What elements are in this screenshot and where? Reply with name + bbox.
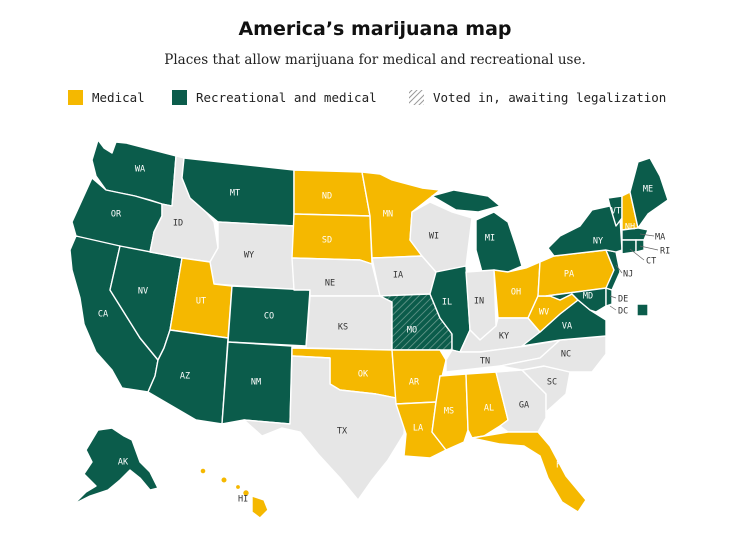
legend-swatch-recreational	[172, 90, 187, 105]
state-DE[interactable]	[605, 287, 613, 307]
label-WV: WV	[539, 308, 549, 318]
legend-label-recreational: Recreational and medical	[196, 90, 377, 105]
label-MA: MA	[655, 233, 665, 243]
label-TN: TN	[480, 357, 490, 367]
label-OR: OR	[111, 210, 122, 220]
legend-label-voted: Voted in, awaiting legalization	[433, 90, 667, 105]
label-TX: TX	[337, 427, 348, 437]
state-HI-oahu[interactable]	[220, 476, 228, 484]
label-VT: VT	[611, 207, 621, 217]
label-VA: VA	[562, 322, 572, 332]
legend-swatch-voted	[409, 90, 424, 105]
label-WY: WY	[244, 251, 254, 261]
label-MO: MO	[407, 326, 417, 336]
label-KY: KY	[499, 332, 509, 342]
label-OH: OH	[511, 288, 521, 298]
label-NM: NM	[251, 378, 261, 388]
state-FL[interactable]	[471, 431, 587, 513]
state-VT[interactable]	[607, 195, 623, 227]
label-DE: DE	[618, 295, 628, 305]
label-ND: ND	[322, 192, 332, 202]
label-NY: NY	[593, 237, 603, 247]
label-FL: FL	[556, 461, 566, 471]
label-MN: MN	[383, 210, 393, 220]
label-ID: ID	[173, 219, 183, 229]
state-DC[interactable]	[636, 303, 649, 317]
label-WA: WA	[135, 165, 145, 175]
label-OK: OK	[358, 370, 369, 380]
state-labels: WA OR CA NV ID MT WY UT CO AZ NM ND SD N…	[98, 165, 670, 505]
label-GA: GA	[519, 401, 529, 411]
label-MT: MT	[230, 189, 240, 199]
state-HI-big[interactable]	[251, 495, 269, 519]
label-NE: NE	[325, 279, 335, 289]
label-SC: SC	[547, 378, 557, 388]
state-HI-group	[199, 467, 269, 519]
label-ME: ME	[643, 185, 653, 195]
label-IN: IN	[474, 297, 484, 307]
label-AL: AL	[484, 404, 494, 414]
map-title: America’s marijuana map	[238, 18, 512, 40]
label-IL: IL	[442, 298, 452, 308]
label-NC: NC	[561, 350, 571, 360]
label-MI: MI	[485, 234, 495, 244]
label-LA: LA	[413, 424, 423, 434]
state-ME[interactable]	[629, 157, 669, 229]
state-MI-UP[interactable]	[431, 189, 501, 213]
label-NJ: NJ	[623, 270, 633, 280]
label-NV: NV	[138, 287, 148, 297]
state-TX[interactable]	[243, 355, 407, 501]
state-MI[interactable]	[475, 211, 523, 273]
legend-swatch-medical	[68, 90, 83, 105]
label-RI: RI	[660, 247, 670, 257]
state-HI-molokai[interactable]	[234, 483, 242, 491]
map-subtitle: Places that allow marijuana for medical …	[164, 52, 586, 68]
label-UT: UT	[196, 297, 206, 307]
legend-label-medical: Medical	[92, 90, 145, 105]
state-HI-maui[interactable]	[241, 488, 251, 498]
label-WI: WI	[429, 232, 439, 242]
label-MS: MS	[444, 407, 454, 417]
label-SD: SD	[322, 236, 332, 246]
label-NH: NH	[625, 223, 635, 233]
label-CA: CA	[98, 310, 108, 320]
state-NE[interactable]	[291, 257, 381, 297]
leader-lines	[609, 233, 659, 311]
label-KS: KS	[338, 323, 348, 333]
label-AK: AK	[118, 458, 129, 468]
label-DC: DC	[618, 307, 628, 317]
label-CO: CO	[264, 312, 274, 322]
state-AK[interactable]	[73, 427, 159, 505]
state-KS[interactable]	[305, 295, 393, 351]
state-NC[interactable]	[499, 335, 607, 373]
label-MD: MD	[583, 292, 593, 302]
state-HI-kauai[interactable]	[199, 467, 207, 475]
label-PA: PA	[564, 270, 574, 280]
label-HI: HI	[238, 495, 248, 505]
label-CT: CT	[646, 257, 656, 267]
label-AR: AR	[409, 378, 420, 388]
label-AZ: AZ	[180, 372, 190, 382]
label-IA: IA	[393, 271, 403, 281]
